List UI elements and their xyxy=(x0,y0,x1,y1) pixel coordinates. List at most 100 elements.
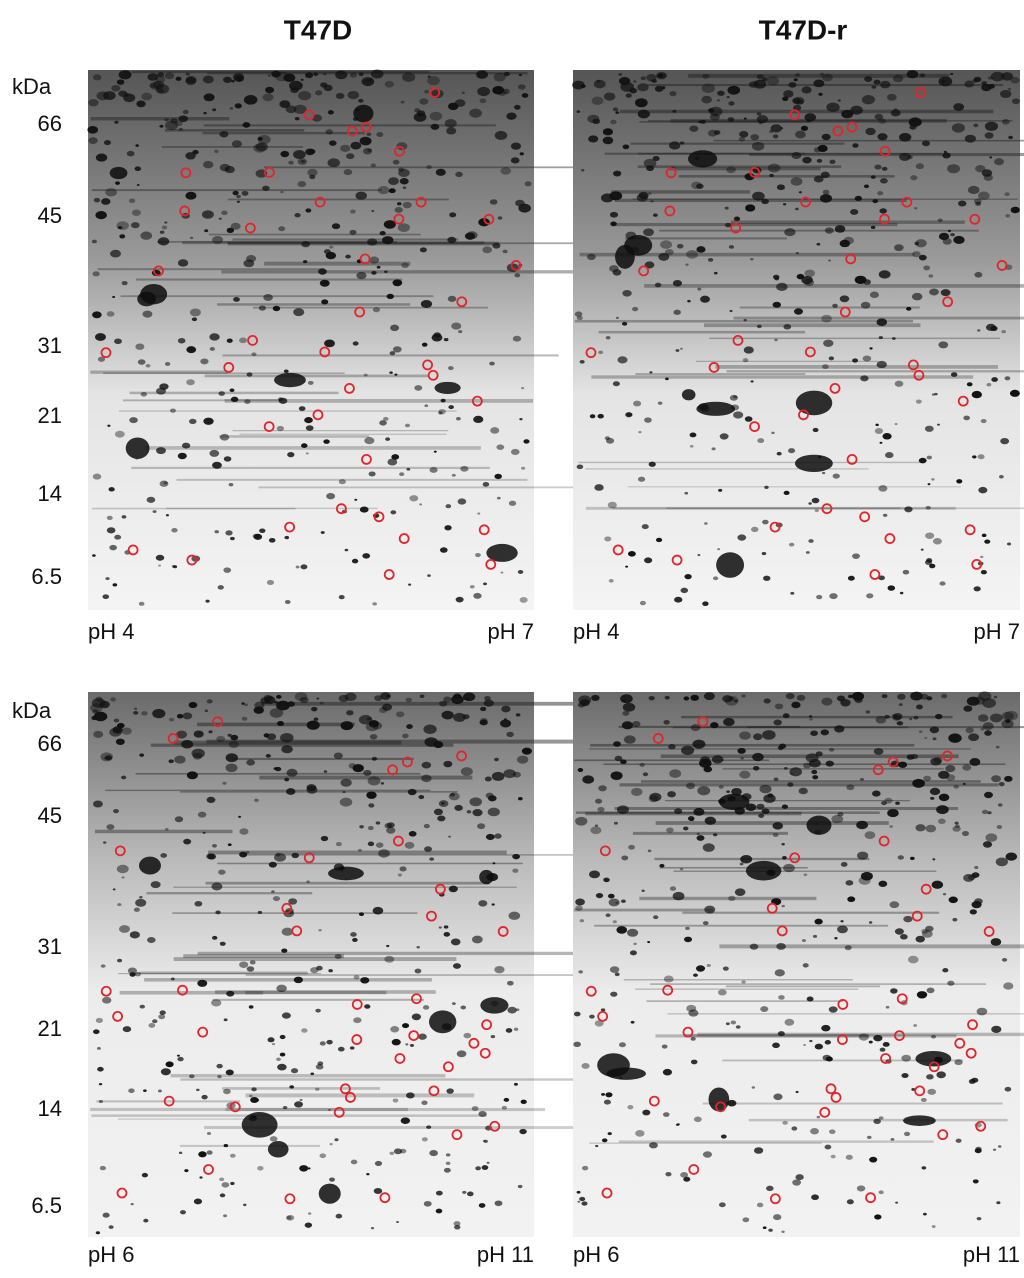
spot xyxy=(745,803,757,812)
spot xyxy=(223,567,232,573)
spot xyxy=(252,533,260,539)
spot xyxy=(159,480,169,487)
spot xyxy=(901,1054,911,1062)
marked-spot xyxy=(832,125,844,137)
spot xyxy=(287,701,295,707)
spot xyxy=(963,873,975,882)
spot xyxy=(713,271,718,275)
streak xyxy=(146,892,313,895)
spot xyxy=(757,438,765,444)
large-spot xyxy=(318,1183,341,1204)
spot xyxy=(668,744,676,750)
spot xyxy=(419,98,429,105)
spot xyxy=(460,1005,467,1010)
spot xyxy=(804,269,815,278)
spot xyxy=(372,602,377,606)
spot xyxy=(513,1027,519,1031)
spot xyxy=(389,371,393,374)
spot xyxy=(258,305,266,311)
spot xyxy=(335,1213,343,1219)
spot xyxy=(895,801,900,805)
spot xyxy=(367,826,374,831)
spot xyxy=(930,1034,937,1039)
streak xyxy=(202,131,365,135)
spot xyxy=(245,850,250,854)
spot xyxy=(521,387,525,390)
spot xyxy=(402,733,409,739)
spot xyxy=(325,251,337,260)
marked-spot xyxy=(303,852,315,864)
marked-spot xyxy=(967,1019,978,1031)
spot xyxy=(901,1072,909,1079)
spot xyxy=(429,1150,438,1157)
spot xyxy=(817,144,828,153)
spot xyxy=(756,74,764,80)
spot xyxy=(989,156,993,159)
spot xyxy=(269,1136,278,1142)
spot xyxy=(1003,982,1014,990)
spot xyxy=(798,191,802,194)
spot xyxy=(102,1212,110,1218)
spot xyxy=(733,699,738,703)
spot xyxy=(390,1026,400,1033)
spot xyxy=(581,1062,590,1069)
spot xyxy=(945,764,956,773)
spot xyxy=(182,109,189,115)
spot xyxy=(178,1151,183,1155)
streak xyxy=(585,468,869,470)
spot xyxy=(140,392,148,397)
spot xyxy=(294,212,301,218)
spot xyxy=(676,1123,680,1126)
spot xyxy=(467,1191,474,1197)
spot xyxy=(191,317,198,322)
spot xyxy=(384,270,388,273)
spot xyxy=(297,181,307,188)
marked-spot xyxy=(153,265,164,277)
spot xyxy=(221,210,228,216)
spot xyxy=(290,1068,299,1074)
streak xyxy=(212,998,424,1001)
spot xyxy=(93,711,108,722)
spot xyxy=(952,825,961,832)
spot xyxy=(449,212,457,218)
spot xyxy=(114,534,122,540)
spot xyxy=(174,755,186,764)
spot xyxy=(157,1089,162,1093)
spot xyxy=(740,855,753,864)
spot xyxy=(449,792,456,797)
spot xyxy=(690,724,701,732)
spot xyxy=(782,203,787,206)
spot xyxy=(692,739,706,749)
spot xyxy=(93,730,104,738)
spot xyxy=(424,89,430,94)
spot xyxy=(903,915,913,923)
spot xyxy=(623,735,636,744)
spot xyxy=(437,815,446,822)
spot xyxy=(779,746,784,749)
spot xyxy=(206,1150,213,1155)
spot xyxy=(414,385,423,391)
spot xyxy=(123,93,136,103)
marked-spot xyxy=(345,1092,356,1103)
spot xyxy=(242,1203,247,1207)
streak xyxy=(669,167,821,171)
spot xyxy=(761,198,769,205)
spot xyxy=(861,94,875,105)
spot xyxy=(355,191,367,200)
spot xyxy=(505,1028,513,1033)
spot xyxy=(680,587,689,594)
spot xyxy=(211,999,222,1007)
spot xyxy=(684,574,692,580)
spot xyxy=(881,166,888,171)
spot xyxy=(308,721,314,725)
spot xyxy=(724,695,739,706)
gel xyxy=(87,69,622,610)
spot xyxy=(669,769,682,778)
spot xyxy=(299,696,309,704)
spot xyxy=(202,75,214,84)
spot xyxy=(121,727,132,735)
spot xyxy=(894,423,898,426)
spot xyxy=(92,1029,100,1035)
spot xyxy=(103,140,111,146)
streak xyxy=(180,791,458,793)
